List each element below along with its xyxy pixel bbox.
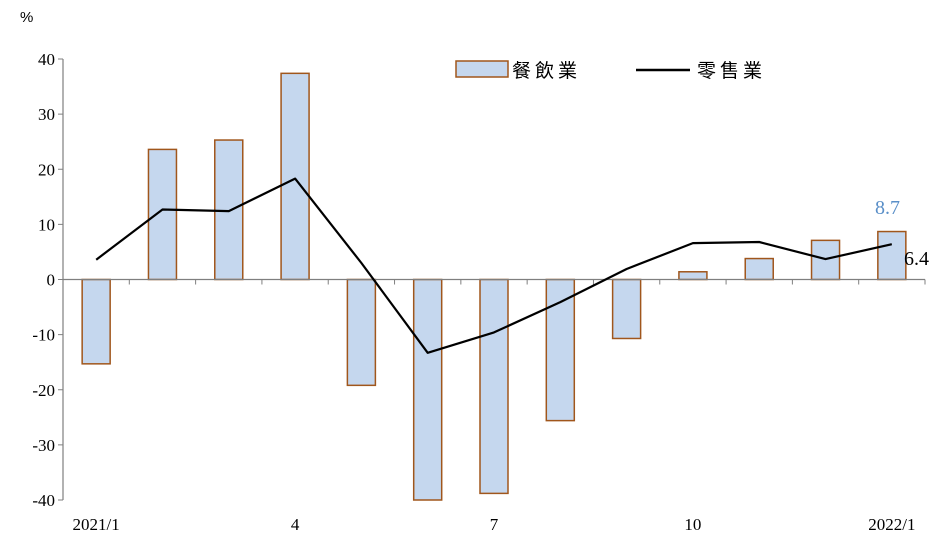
legend-line-label: 零售業 — [697, 60, 766, 82]
line-last-data-label: 6.4 — [904, 248, 929, 270]
x-tick-label: 4 — [291, 515, 300, 534]
x-axis-ticks: 2021/1 4 7 10 2022/1 — [73, 515, 916, 534]
y-tick-label: -40 — [32, 491, 55, 510]
legend: 餐飲業 零售業 — [455, 60, 766, 82]
bar-series — [81, 72, 907, 501]
x-tick-label: 2022/1 — [868, 515, 915, 534]
bar-last-data-label: 8.7 — [875, 197, 900, 219]
bar — [611, 278, 642, 340]
bar — [744, 257, 774, 281]
bar — [678, 271, 708, 281]
y-axis-unit-label: % — [20, 9, 33, 26]
line-series — [95, 177, 893, 354]
bar — [346, 278, 377, 387]
legend-bar-label: 餐飲業 — [512, 60, 581, 82]
bar — [479, 278, 509, 495]
y-tick-label: 0 — [47, 271, 56, 290]
bar — [81, 278, 111, 365]
y-tick-label: -20 — [32, 381, 55, 400]
x-axis — [62, 278, 926, 285]
bar — [214, 139, 244, 281]
bar — [877, 230, 907, 281]
bar — [412, 278, 443, 501]
y-tick-label: 40 — [38, 50, 55, 69]
y-tick-label: -10 — [32, 326, 55, 345]
bar — [147, 148, 178, 281]
y-axis-ticks: 40 30 20 10 0 -10 -20 -30 -40 — [32, 50, 63, 510]
y-tick-label: 20 — [38, 160, 55, 179]
bar — [545, 278, 576, 422]
y-tick-label: -30 — [32, 436, 55, 455]
legend-bar-swatch — [455, 60, 509, 78]
y-tick-label: 10 — [38, 215, 55, 234]
x-tick-label: 7 — [490, 515, 499, 534]
y-tick-label: 30 — [38, 105, 55, 124]
x-tick-label: 2021/1 — [73, 515, 120, 534]
bar — [280, 72, 310, 281]
line-path — [95, 177, 893, 354]
x-tick-label: 10 — [684, 515, 701, 534]
